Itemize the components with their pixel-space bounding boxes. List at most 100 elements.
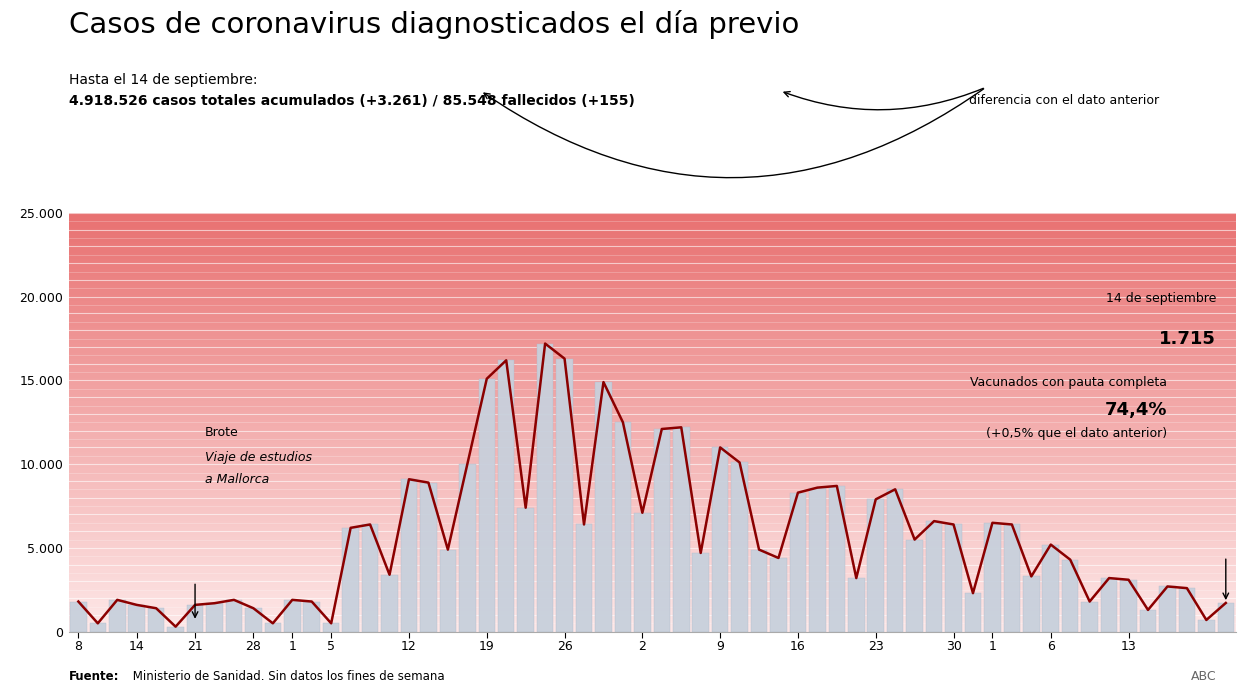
Bar — [498, 360, 514, 632]
Bar — [557, 359, 573, 632]
Bar — [69, 349, 1236, 351]
Bar — [751, 549, 768, 632]
Bar — [69, 625, 1236, 628]
Bar — [69, 215, 1236, 217]
Bar — [70, 602, 86, 632]
Bar — [69, 504, 1236, 506]
Bar — [69, 295, 1236, 297]
Bar — [69, 274, 1236, 276]
Bar — [69, 487, 1236, 489]
Bar — [69, 521, 1236, 523]
Bar — [69, 332, 1236, 334]
Bar — [69, 424, 1236, 426]
Bar — [1178, 588, 1196, 632]
Bar — [673, 427, 689, 632]
Bar — [245, 608, 262, 632]
Bar — [69, 223, 1236, 225]
Bar — [69, 584, 1236, 586]
Bar — [69, 322, 1236, 324]
Bar — [69, 429, 1236, 431]
Bar — [69, 269, 1236, 272]
Bar — [69, 609, 1236, 611]
Bar — [69, 246, 1236, 248]
Bar — [69, 368, 1236, 370]
Bar — [69, 290, 1236, 292]
Text: Hasta el 14 de septiembre:: Hasta el 14 de septiembre: — [69, 73, 257, 87]
Bar — [69, 531, 1236, 533]
Bar — [69, 257, 1236, 259]
Bar — [985, 523, 1001, 632]
Bar — [69, 496, 1236, 498]
Bar — [69, 567, 1236, 569]
Bar — [69, 443, 1236, 445]
Bar — [69, 219, 1236, 221]
Bar — [69, 439, 1236, 441]
Bar — [69, 600, 1236, 602]
Bar — [69, 251, 1236, 253]
Bar — [69, 320, 1236, 322]
Bar — [69, 357, 1236, 359]
Bar — [323, 623, 339, 632]
Bar — [69, 336, 1236, 339]
Bar — [69, 328, 1236, 330]
Bar — [69, 389, 1236, 391]
Bar — [206, 603, 222, 632]
Bar — [1023, 577, 1040, 632]
Bar — [69, 546, 1236, 548]
Bar — [790, 493, 806, 632]
Bar — [69, 374, 1236, 376]
Bar — [69, 412, 1236, 414]
Bar — [109, 600, 126, 632]
Bar — [69, 397, 1236, 399]
Bar — [69, 491, 1236, 493]
Bar — [69, 563, 1236, 565]
Bar — [69, 414, 1236, 416]
Bar — [69, 236, 1236, 238]
Bar — [69, 334, 1236, 336]
Bar — [69, 435, 1236, 437]
Bar — [69, 292, 1236, 295]
Bar — [69, 596, 1236, 598]
Bar — [829, 486, 845, 632]
Bar — [69, 630, 1236, 632]
Bar — [69, 512, 1236, 514]
Text: 74,4%: 74,4% — [1104, 401, 1167, 419]
Bar — [421, 482, 437, 632]
Bar — [69, 579, 1236, 581]
Bar — [69, 508, 1236, 510]
Bar — [69, 326, 1236, 328]
Bar — [69, 265, 1236, 267]
Bar — [69, 355, 1236, 357]
Bar — [69, 391, 1236, 393]
Bar — [69, 232, 1236, 234]
Bar — [69, 510, 1236, 512]
Bar — [69, 493, 1236, 496]
Bar — [478, 379, 495, 632]
Bar — [69, 261, 1236, 263]
Bar — [69, 523, 1236, 525]
Bar — [69, 318, 1236, 320]
Bar — [69, 441, 1236, 443]
Bar — [69, 228, 1236, 230]
Bar — [69, 500, 1236, 502]
Bar — [69, 586, 1236, 588]
Bar — [69, 351, 1236, 353]
Bar — [575, 524, 593, 632]
Bar — [69, 426, 1236, 429]
Bar — [867, 499, 884, 632]
Bar — [69, 577, 1236, 579]
Bar — [439, 549, 456, 632]
Bar — [167, 627, 183, 632]
Bar — [69, 416, 1236, 418]
Bar — [69, 548, 1236, 550]
Bar — [69, 301, 1236, 303]
Bar — [69, 272, 1236, 274]
Bar — [69, 380, 1236, 383]
Bar — [69, 280, 1236, 282]
Bar — [1121, 580, 1137, 632]
Bar — [69, 556, 1236, 558]
Bar — [69, 288, 1236, 290]
Bar — [69, 399, 1236, 401]
Bar — [69, 619, 1236, 621]
Bar — [69, 470, 1236, 473]
